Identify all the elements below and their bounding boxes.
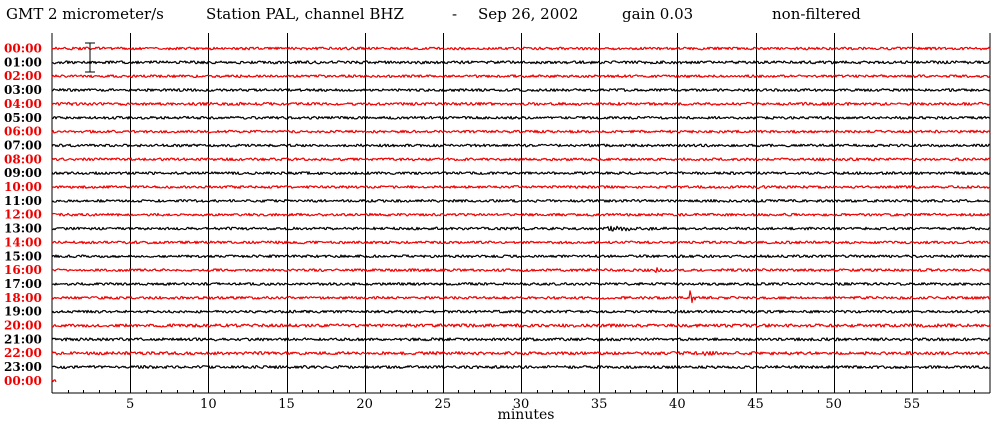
x-tick-label-30: 30: [513, 397, 530, 412]
trace-hour-02: [51, 74, 991, 79]
trace-hour-15: [51, 254, 991, 259]
trace-layer: [51, 46, 991, 383]
trace-hour-06: [51, 129, 991, 134]
hour-label: 15:00: [4, 249, 42, 263]
x-tick-label-45: 45: [747, 397, 764, 412]
amplitude-scale-bar: [85, 42, 95, 73]
header-gain: gain 0.03: [622, 5, 693, 23]
trace-hour-12: [51, 212, 991, 217]
hour-label: 13:00: [4, 222, 42, 236]
header-date: Sep 26, 2002: [478, 5, 578, 23]
hour-labels: 00:0001:0002:0003:0004:0005:0006:0007:00…: [4, 42, 42, 388]
trace-hour-24: [51, 379, 57, 383]
hour-label: 00:00: [4, 42, 42, 56]
chart-header: GMT 2 micrometer/s Station PAL, channel …: [6, 5, 861, 23]
header-timezone: GMT: [6, 5, 43, 23]
trace-hour-00: [51, 46, 991, 51]
hour-label: 00:00: [4, 374, 42, 388]
trace-hour-05: [51, 115, 991, 120]
x-tick-label-40: 40: [669, 397, 686, 412]
trace-hour-08: [51, 157, 991, 162]
trace-hour-17: [51, 282, 991, 286]
trace-hour-16: [51, 267, 991, 274]
x-tick-label-50: 50: [825, 397, 842, 412]
header-separator: -: [452, 5, 457, 23]
header-scale: 2 micrometer/s: [48, 5, 164, 23]
trace-hour-21: [51, 337, 991, 342]
trace-hour-20: [51, 323, 991, 328]
trace-hour-23: [51, 365, 991, 370]
hour-label: 10:00: [4, 180, 42, 194]
trace-hour-04: [51, 101, 991, 106]
hour-label: 04:00: [4, 97, 42, 111]
x-tick-label-10: 10: [200, 397, 217, 412]
hour-label: 03:00: [4, 83, 42, 97]
x-tick-label-20: 20: [356, 397, 373, 412]
hour-label: 09:00: [4, 166, 42, 180]
hour-label: 02:00: [4, 69, 42, 83]
trace-hour-07: [51, 143, 991, 148]
hour-label: 19:00: [4, 305, 42, 319]
hour-label: 12:00: [4, 208, 42, 222]
trace-hour-11: [51, 198, 991, 203]
trace-hour-13: [51, 225, 991, 232]
trace-hour-18: [51, 290, 991, 304]
hour-label: 14:00: [4, 235, 42, 249]
header-filter: non-filtered: [772, 5, 861, 23]
x-tick-label-5: 5: [126, 397, 134, 412]
trace-hour-01: [51, 60, 991, 65]
hour-label: 11:00: [4, 194, 42, 208]
x-tick-label-15: 15: [278, 397, 295, 412]
hour-label: 20:00: [4, 319, 42, 333]
x-axis-label: minutes: [498, 407, 555, 423]
hour-label: 17:00: [4, 277, 42, 291]
hour-label: 22:00: [4, 346, 42, 360]
trace-hour-22: [51, 350, 991, 357]
trace-hour-10: [51, 185, 991, 189]
x-tick-label-35: 35: [591, 397, 608, 412]
hour-label: 05:00: [4, 111, 42, 125]
trace-hour-09: [51, 171, 991, 176]
hour-label: 06:00: [4, 125, 42, 139]
x-tick-label-55: 55: [904, 397, 921, 412]
header-station: Station PAL, channel BHZ: [206, 5, 404, 23]
hour-label: 23:00: [4, 360, 42, 374]
hour-label: 08:00: [4, 152, 42, 166]
hour-label: 16:00: [4, 263, 42, 277]
trace-hour-14: [51, 240, 991, 245]
hour-label: 01:00: [4, 55, 42, 69]
trace-hour-19: [51, 309, 991, 314]
x-tick-label-25: 25: [435, 397, 452, 412]
x-axis-ticks: 5 10 15 20 25 30 35 40 45 50 55: [68, 387, 975, 412]
trace-hour-03: [51, 88, 991, 92]
hour-label: 21:00: [4, 332, 42, 346]
grid-lines: [51, 33, 991, 394]
hour-label: 18:00: [4, 291, 42, 305]
hour-label: 07:00: [4, 138, 42, 152]
